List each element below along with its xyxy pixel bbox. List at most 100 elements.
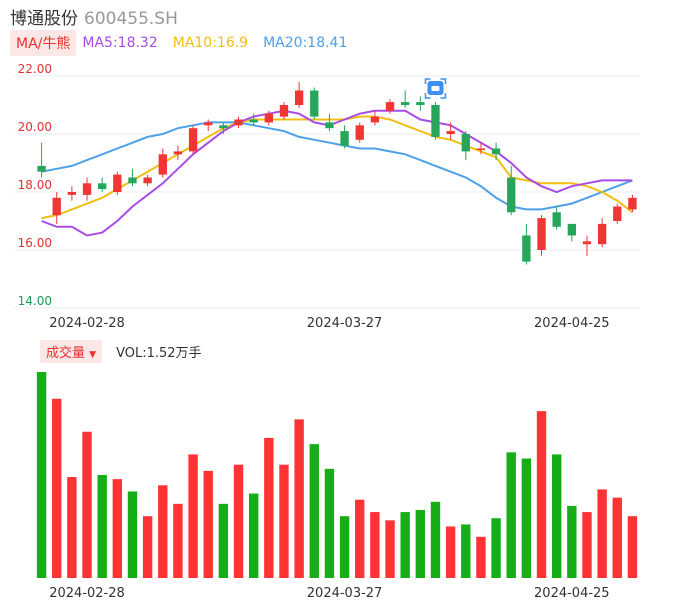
candle <box>597 218 607 248</box>
volume-legend: 成交量 ▼ VOL:1.52万手 <box>40 339 202 363</box>
ma20-label: MA20:18.41 <box>263 35 348 51</box>
candle <box>385 99 395 114</box>
candle-body <box>416 102 425 105</box>
volume-bar <box>203 470 213 578</box>
candle-body <box>52 197 61 216</box>
volume-bar <box>173 503 183 578</box>
volume-button-label: 成交量 <box>46 345 86 361</box>
candle <box>507 165 516 216</box>
candle-body <box>249 119 258 123</box>
ma-toggle-button[interactable]: MA/牛熊 <box>10 30 77 56</box>
price-grid <box>14 75 640 309</box>
candle <box>113 171 122 195</box>
volume-bar <box>339 516 350 578</box>
price-tick-label: 16.00 <box>18 236 52 250</box>
candle <box>431 102 440 140</box>
candle-body <box>204 122 213 126</box>
stock-name: 博通股份 <box>10 9 78 29</box>
candle <box>370 110 380 126</box>
candle <box>537 215 546 256</box>
candle <box>264 110 273 126</box>
price-x-axis: 2024-02-28 2024-03-27 2024-04-25 <box>49 316 609 331</box>
date-tick-label: 2024-02-28 <box>49 316 125 331</box>
candle-body <box>476 148 486 150</box>
candle-body <box>567 223 576 236</box>
volume-bar <box>445 526 456 578</box>
price-tick-label: 22.00 <box>18 62 52 76</box>
volume-bar <box>294 419 304 578</box>
volume-bar <box>158 485 168 578</box>
volume-bar <box>309 444 319 578</box>
candle-body <box>491 148 501 155</box>
volume-bar <box>370 512 380 578</box>
candle <box>567 223 576 242</box>
date-tick-label: 2024-04-25 <box>534 316 610 331</box>
candle <box>355 122 364 143</box>
candle-body <box>294 90 304 105</box>
ma10-label: MA10:16.9 <box>172 35 249 51</box>
candle <box>234 116 243 129</box>
volume-bar <box>567 505 577 578</box>
candle <box>188 125 198 155</box>
volume-bar <box>385 520 395 578</box>
candle <box>128 168 137 187</box>
volume-bar <box>597 489 607 578</box>
volume-bar <box>400 512 410 578</box>
volume-bar <box>415 510 426 578</box>
volume-bar <box>582 512 592 578</box>
candle-body <box>461 134 470 152</box>
candle <box>82 177 92 201</box>
candle <box>446 122 455 140</box>
ma5-label: MA5:18.32 <box>82 35 158 51</box>
candle-body <box>113 174 122 192</box>
volume-bar <box>248 493 259 578</box>
volume-bar <box>233 464 244 578</box>
volume-bar <box>521 458 532 578</box>
volume-bar <box>430 501 441 578</box>
volume-bars <box>36 372 638 578</box>
candle <box>401 90 410 108</box>
volume-indicator-button[interactable]: 成交量 ▼ <box>40 339 103 363</box>
stock-code: 600455.SH <box>84 9 178 29</box>
volume-bar <box>264 437 274 578</box>
chevron-down-icon: ▼ <box>89 349 97 360</box>
volume-bar <box>627 516 638 578</box>
candle <box>294 81 304 108</box>
volume-bar <box>279 464 289 578</box>
candle-body <box>613 206 622 221</box>
price-tick-label: 20.00 <box>18 120 52 134</box>
volume-bar <box>612 497 622 578</box>
volume-bar <box>551 454 562 578</box>
candle-body <box>264 113 273 123</box>
volume-bar <box>36 372 47 578</box>
candle-body <box>310 90 319 117</box>
volume-bar <box>355 499 365 578</box>
candle <box>219 122 228 134</box>
volume-bar <box>142 516 153 578</box>
volume-bar <box>82 431 92 578</box>
candle-body <box>582 241 592 245</box>
volume-date-tick-label: 2024-03-27 <box>307 586 383 601</box>
ma5-line <box>41 109 633 237</box>
volume-bar <box>324 468 335 578</box>
volume-value: VOL:1.52万手 <box>116 345 202 361</box>
candle-body <box>431 105 440 137</box>
volume-bar <box>218 503 229 578</box>
candle <box>461 131 470 161</box>
candle-body <box>552 212 561 227</box>
candle-body <box>234 119 243 126</box>
candle <box>325 113 334 132</box>
volume-bar <box>461 524 471 578</box>
candle-body <box>446 131 455 134</box>
badge-frame <box>424 78 447 99</box>
badge-glyph <box>431 86 440 91</box>
candle-body <box>537 218 546 250</box>
price-y-axis: 22.00 20.00 18.00 16.00 14.00 <box>18 62 52 308</box>
candlesticks <box>37 81 637 265</box>
candle-body <box>67 192 77 195</box>
volume-bar <box>52 398 62 578</box>
candle-body <box>173 151 183 155</box>
candle <box>204 119 213 132</box>
stock-header: 博通股份 600455.SH <box>10 4 178 29</box>
